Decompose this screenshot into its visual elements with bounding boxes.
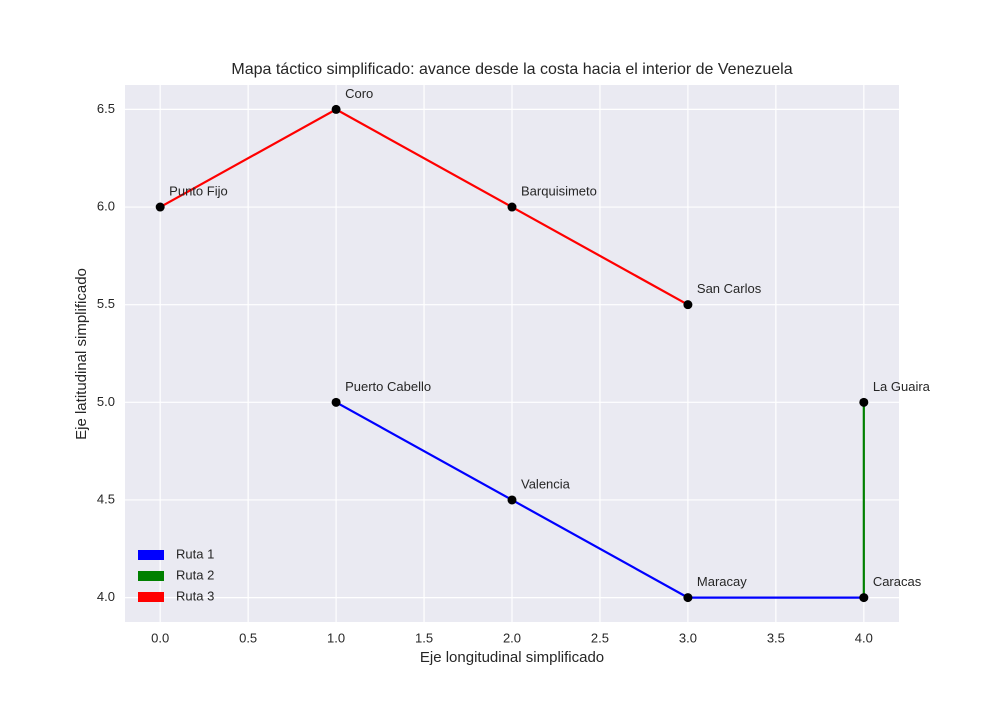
city-label: San Carlos bbox=[697, 281, 762, 296]
city-label: La Guaira bbox=[873, 379, 931, 394]
legend-label: Ruta 1 bbox=[176, 546, 214, 561]
y-tick-label: 6.0 bbox=[97, 198, 115, 213]
x-tick-label: 0.5 bbox=[239, 630, 257, 645]
x-tick-label: 2.0 bbox=[503, 630, 521, 645]
legend-swatch bbox=[138, 571, 164, 581]
y-tick-label: 4.0 bbox=[97, 589, 115, 604]
y-tick-label: 5.5 bbox=[97, 296, 115, 311]
x-tick-label: 4.0 bbox=[855, 630, 873, 645]
city-label: Valencia bbox=[521, 476, 571, 491]
city-label: Maracay bbox=[697, 574, 747, 589]
x-tick-label: 1.5 bbox=[415, 630, 433, 645]
y-tick-label: 4.5 bbox=[97, 491, 115, 506]
city-label: Punto Fijo bbox=[169, 183, 228, 198]
x-tick-label: 2.5 bbox=[591, 630, 609, 645]
x-tick-label: 0.0 bbox=[151, 630, 169, 645]
legend-label: Ruta 3 bbox=[176, 588, 214, 603]
city-point bbox=[507, 202, 517, 212]
city-label: Coro bbox=[345, 86, 373, 101]
city-label: Barquisimeto bbox=[521, 183, 597, 198]
city-point bbox=[859, 397, 869, 407]
route-line bbox=[159, 108, 689, 306]
city-label: Caracas bbox=[873, 574, 922, 589]
city-point bbox=[683, 300, 693, 310]
x-tick-label: 1.0 bbox=[327, 630, 345, 645]
legend-label: Ruta 2 bbox=[176, 567, 214, 582]
city-point bbox=[331, 104, 341, 114]
city-label: Puerto Cabello bbox=[345, 379, 431, 394]
chart-title: Mapa táctico simplificado: avance desde … bbox=[231, 61, 792, 78]
city-point bbox=[859, 593, 869, 603]
y-tick-label: 6.5 bbox=[97, 101, 115, 116]
legend-swatch bbox=[138, 550, 164, 560]
y-axis-label: Eje latitudinal simplificado bbox=[73, 268, 90, 440]
x-tick-label: 3.5 bbox=[767, 630, 785, 645]
x-axis-label: Eje longitudinal simplificado bbox=[420, 649, 604, 666]
city-point bbox=[155, 202, 165, 212]
x-tick-label: 3.0 bbox=[679, 630, 697, 645]
city-point bbox=[331, 397, 341, 407]
legend-swatch bbox=[138, 592, 164, 602]
y-tick-label: 5.0 bbox=[97, 394, 115, 409]
route-line bbox=[335, 401, 864, 599]
city-point bbox=[683, 593, 693, 603]
city-point bbox=[507, 495, 517, 505]
